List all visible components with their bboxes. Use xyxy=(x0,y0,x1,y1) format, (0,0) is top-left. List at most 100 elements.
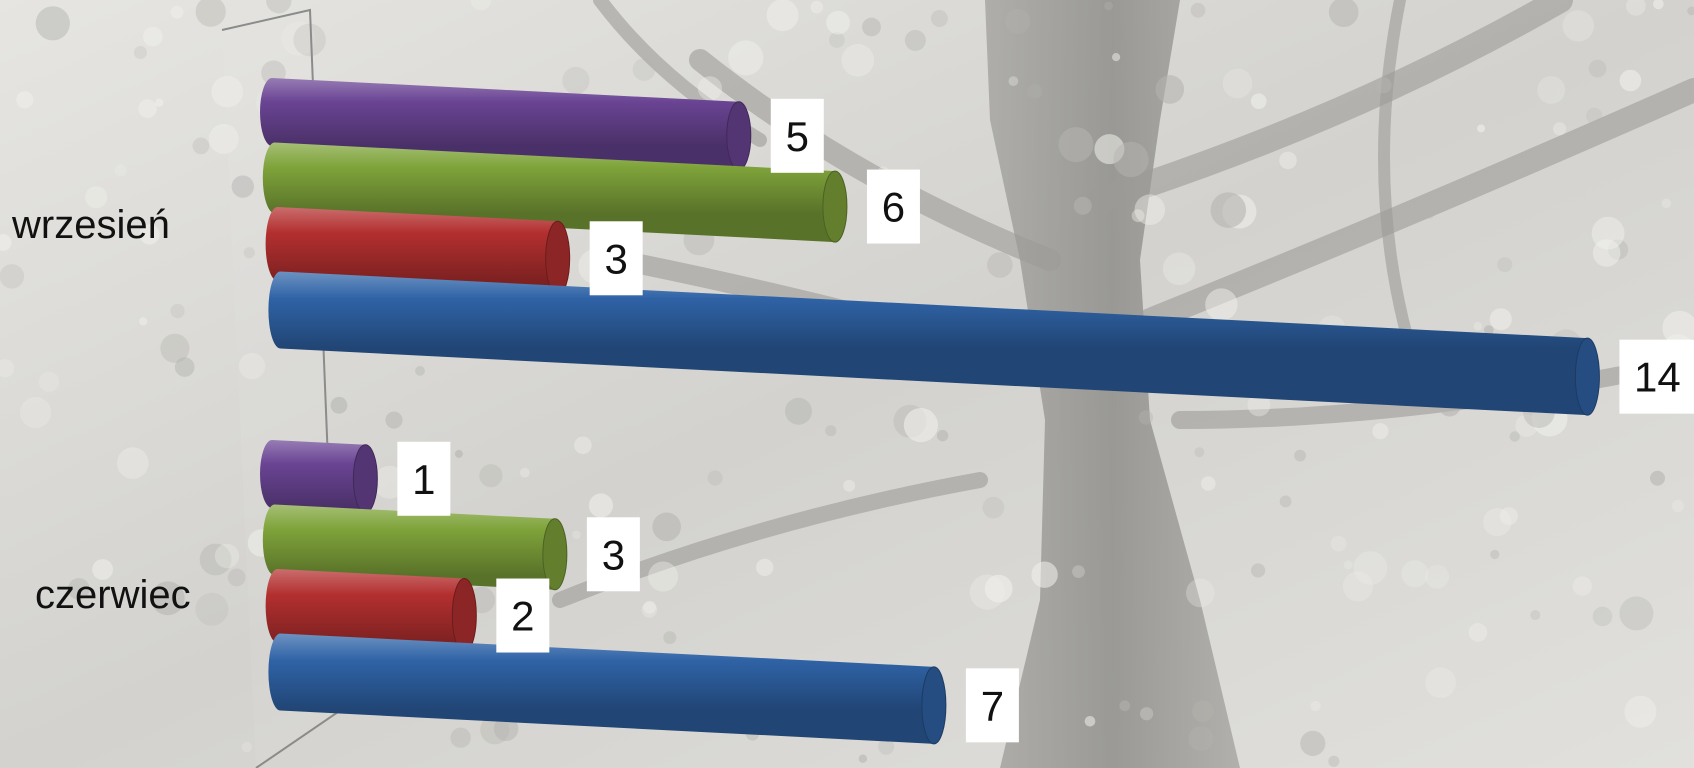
foliage-speck xyxy=(1537,76,1566,104)
data-label: 7 xyxy=(965,668,1019,743)
data-label-box xyxy=(770,98,824,173)
foliage-speck xyxy=(1134,194,1166,225)
foliage-speck xyxy=(1530,610,1541,620)
category-label: czerwiec xyxy=(35,573,191,617)
foliage-speck xyxy=(1072,565,1085,578)
foliage-speck xyxy=(1489,308,1512,331)
foliage-speck xyxy=(1661,198,1672,209)
foliage-speck xyxy=(1619,596,1654,631)
foliage-speck xyxy=(1626,0,1646,16)
bar-wrzesień-series-4 xyxy=(260,78,752,171)
data-labels: 1 3 2 7 5 6 3 14 xyxy=(397,98,1694,743)
data-label-text: 14 xyxy=(1634,354,1681,401)
foliage-speck xyxy=(35,6,70,41)
tree-branch-shape xyxy=(689,49,1061,271)
foliage-speck xyxy=(1294,449,1306,462)
cylinder-body xyxy=(265,207,558,296)
foliage-speck xyxy=(572,530,581,540)
foliage-speck xyxy=(208,123,239,154)
foliage-speck xyxy=(195,592,229,626)
cylinder-body xyxy=(265,569,465,653)
foliage-speck xyxy=(648,561,679,592)
foliage-speck xyxy=(1483,325,1494,336)
data-label-box xyxy=(496,578,550,653)
foliage-speck xyxy=(1119,700,1131,712)
data-label-text: 2 xyxy=(511,593,534,640)
foliage-speck xyxy=(1483,507,1512,537)
data-label-text: 7 xyxy=(981,682,1004,729)
foliage-speck xyxy=(1300,730,1326,757)
data-label: 2 xyxy=(496,578,550,653)
foliage-speck xyxy=(266,0,292,14)
foliage-speck xyxy=(479,464,503,488)
data-label-text: 3 xyxy=(602,531,625,578)
foliage-speck xyxy=(1027,84,1043,99)
data-label-text: 1 xyxy=(412,456,435,503)
bar-czerwiec-series-3 xyxy=(262,504,568,591)
foliage-speck xyxy=(1138,410,1154,425)
foliage-speck xyxy=(1188,726,1214,752)
foliage-speck xyxy=(1592,239,1621,267)
foliage-speck xyxy=(1425,564,1450,589)
foliage-speck xyxy=(1562,10,1595,42)
foliage-speck xyxy=(1572,576,1593,596)
foliage-speck xyxy=(1140,707,1154,721)
foliage-speck xyxy=(195,0,226,27)
foliage-speck xyxy=(1490,549,1500,560)
foliage-speck xyxy=(174,357,195,377)
data-label-box xyxy=(866,169,920,244)
foliage-speck xyxy=(117,447,149,479)
foliage-speck xyxy=(1509,431,1520,442)
data-label-box xyxy=(397,441,451,516)
data-label: 3 xyxy=(589,221,643,296)
foliage-speck xyxy=(1155,75,1185,104)
foliage-speck xyxy=(1328,755,1340,767)
foliage-speck xyxy=(843,479,856,492)
data-label-text: 3 xyxy=(604,235,627,282)
foliage-speck xyxy=(1353,551,1388,585)
foliage-speck xyxy=(1222,68,1253,99)
foliage-speck xyxy=(1247,393,1271,417)
foliage-speck xyxy=(810,0,824,14)
foliage-speck xyxy=(652,512,681,542)
foliage-speck xyxy=(199,543,232,576)
data-label: 6 xyxy=(866,169,920,244)
bar-wrzesień-series-2 xyxy=(265,207,571,296)
foliage-speck xyxy=(1205,288,1238,321)
bar-czerwiec-series-2 xyxy=(265,569,477,654)
foliage-speck xyxy=(16,91,34,109)
foliage-speck xyxy=(1112,53,1121,62)
foliage-speck xyxy=(1624,695,1657,728)
foliage-speck xyxy=(1372,423,1389,440)
foliage-speck xyxy=(862,17,881,37)
foliage-speck xyxy=(1005,8,1031,34)
foliage-speck xyxy=(454,449,463,458)
foliage-speck xyxy=(415,366,425,376)
cylinder-end-cap xyxy=(542,518,568,591)
data-label: 3 xyxy=(586,517,640,592)
category-axis: czerwiec wrzesień xyxy=(11,203,191,617)
data-label-box xyxy=(586,517,640,592)
foliage-speck xyxy=(1190,2,1206,18)
foliage-speck xyxy=(1477,124,1486,133)
foliage-speck xyxy=(214,543,240,569)
foliage-speck xyxy=(519,467,530,478)
data-label-box xyxy=(1619,339,1694,414)
foliage-speck xyxy=(562,66,590,95)
foliage-speck xyxy=(1201,476,1216,491)
foliage-speck xyxy=(1186,578,1215,608)
data-label-text: 6 xyxy=(882,184,905,231)
foliage-speck xyxy=(1375,77,1392,94)
foliage-speck xyxy=(133,45,147,60)
foliage-speck xyxy=(150,581,185,616)
foliage-speck xyxy=(1687,6,1694,16)
foliage-speck xyxy=(1653,0,1664,10)
data-label: 14 xyxy=(1619,339,1694,414)
foliage-speck xyxy=(588,493,614,518)
foliage-speck xyxy=(138,99,157,118)
tree-branch-shape xyxy=(1087,0,1573,213)
foliage-speck xyxy=(1586,107,1603,124)
foliage-speck xyxy=(1473,321,1483,331)
bar-czerwiec-series-4 xyxy=(260,440,378,514)
